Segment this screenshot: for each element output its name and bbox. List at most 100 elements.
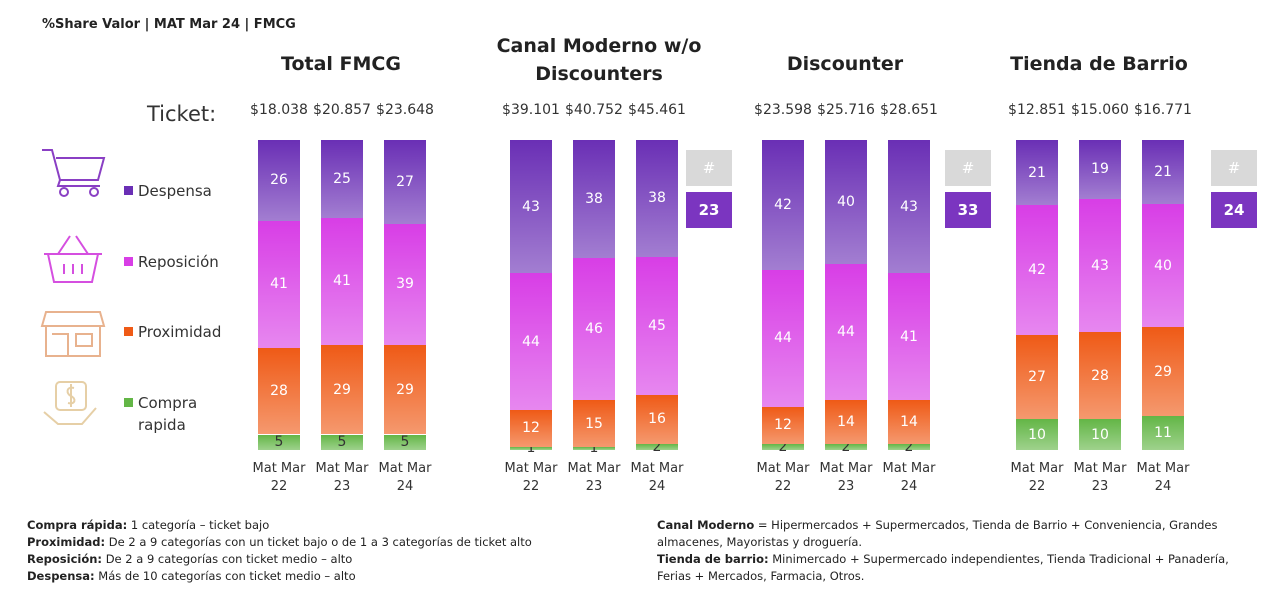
- bar-segment: [573, 140, 615, 258]
- bar-segment: [384, 344, 426, 435]
- badge-header: #: [686, 150, 732, 186]
- data-label: 27: [396, 173, 414, 190]
- data-label: 40: [837, 194, 855, 210]
- data-label: 1: [526, 440, 536, 457]
- bar-segment: [1016, 335, 1058, 419]
- bar-segment: [762, 270, 804, 407]
- ticket-value: $23.598: [754, 102, 812, 118]
- x-tick-label: Mat Mar 22: [756, 461, 810, 494]
- data-label: 45: [648, 317, 666, 334]
- ticket-value: $28.651: [880, 102, 938, 118]
- bar-segment: [258, 347, 300, 435]
- ticket-value: $39.101: [502, 102, 560, 118]
- bar-segment: [762, 140, 804, 271]
- data-label: 25: [333, 170, 351, 187]
- x-tick-label: Mat Mar 24: [378, 461, 432, 494]
- bar-segment: [321, 344, 363, 435]
- bar-segment: [1142, 204, 1184, 328]
- footnote-text: Más de 10 categorías con ticket medio – …: [98, 569, 356, 583]
- bar-segment: [1142, 140, 1184, 205]
- data-label: 41: [270, 276, 288, 293]
- bar-segment: [321, 140, 363, 218]
- bar-segment: [258, 140, 300, 221]
- bar-segment: [888, 273, 930, 401]
- bar-segment: [1079, 140, 1121, 199]
- legend-swatch: [124, 327, 133, 336]
- legend-label: Proximidad: [138, 323, 222, 341]
- bar-segment: [1016, 419, 1058, 450]
- footnotes: Compra rápida: 1 categoría – ticket bajo…: [27, 517, 647, 585]
- ticket-value: $20.857: [313, 102, 371, 118]
- data-label: 28: [270, 383, 288, 400]
- bar-segment: [1016, 205, 1058, 336]
- bar-segment: [825, 140, 867, 264]
- ticket-value: $15.060: [1071, 102, 1129, 118]
- bar-segment: [321, 434, 363, 450]
- bar-segment: [384, 434, 426, 450]
- data-label: 29: [333, 381, 351, 398]
- bar-segment: [258, 220, 300, 348]
- bar-segment: [1142, 416, 1184, 450]
- data-label: 12: [774, 417, 792, 434]
- data-label: 39: [396, 276, 414, 293]
- data-label: 28: [1091, 367, 1109, 384]
- ticket-value: $12.851: [1008, 102, 1066, 118]
- data-label: 26: [270, 172, 288, 189]
- bar-segment: [636, 394, 678, 444]
- legend-swatch: [124, 257, 133, 266]
- bar-segment: [762, 406, 804, 444]
- bar-segment: [825, 443, 867, 450]
- data-label: 5: [274, 434, 284, 451]
- bar-segment: [636, 256, 678, 395]
- data-label: 29: [1154, 363, 1172, 380]
- bar-segment: [888, 443, 930, 450]
- footnote: Despensa: Más de 10 categorías con ticke…: [27, 568, 647, 585]
- bar-segment: [510, 446, 552, 450]
- data-label: 14: [837, 414, 855, 431]
- data-label: 21: [1154, 164, 1172, 181]
- data-label: 16: [648, 411, 666, 428]
- ticket-value: $25.716: [817, 102, 875, 118]
- data-label: 10: [1091, 426, 1109, 443]
- cart-icon: [42, 149, 106, 197]
- data-label: 15: [585, 415, 603, 432]
- footnote-term: Tienda de barrio:: [657, 552, 769, 566]
- data-label: 5: [337, 434, 347, 451]
- basket-icon: [44, 235, 102, 283]
- bar-segment: [825, 400, 867, 444]
- ticket-value: $16.771: [1134, 102, 1192, 118]
- bar-segment: [384, 223, 426, 345]
- chart-title: Canal Moderno w/o Discounters: [496, 35, 702, 85]
- data-label: 12: [522, 420, 540, 437]
- data-label: 44: [774, 330, 792, 347]
- data-label: 29: [396, 381, 414, 398]
- x-tick-label: Mat Mar 24: [630, 461, 684, 494]
- data-label: 44: [522, 333, 540, 350]
- badge-value: 24: [1211, 192, 1257, 228]
- x-tick-label: Mat Mar 23: [315, 461, 369, 494]
- badge-value: 23: [686, 192, 732, 228]
- data-label: 38: [648, 190, 666, 207]
- bar-segment: [510, 409, 552, 447]
- footnote-term: Proximidad:: [27, 535, 106, 549]
- footnote-term: Compra rápida:: [27, 518, 128, 532]
- legend-swatch: [124, 398, 133, 407]
- data-label: 19: [1091, 161, 1109, 178]
- data-label: 21: [1028, 164, 1046, 181]
- data-label: 1: [589, 440, 599, 457]
- data-label: 46: [585, 321, 603, 338]
- bar-segment: [636, 443, 678, 450]
- footnote: Proximidad: De 2 a 9 categorías con un t…: [27, 534, 647, 551]
- data-label: 2: [652, 438, 662, 455]
- chart-title: Discounter: [786, 53, 904, 75]
- bar-segment: [573, 446, 615, 450]
- footnote-text: De 2 a 9 categorías con ticket medio – a…: [105, 552, 353, 566]
- footnote-term: Reposición:: [27, 552, 103, 566]
- footnote-text: De 2 a 9 categorías con un ticket bajo o…: [108, 535, 532, 549]
- ticket-label: Ticket:: [147, 102, 217, 126]
- badge-header: #: [1211, 150, 1257, 186]
- data-label: 43: [900, 198, 918, 215]
- data-label: 2: [841, 438, 851, 455]
- money-icon: [43, 381, 97, 425]
- footnote-text: Minimercado + Supermercado independiente…: [657, 552, 1229, 583]
